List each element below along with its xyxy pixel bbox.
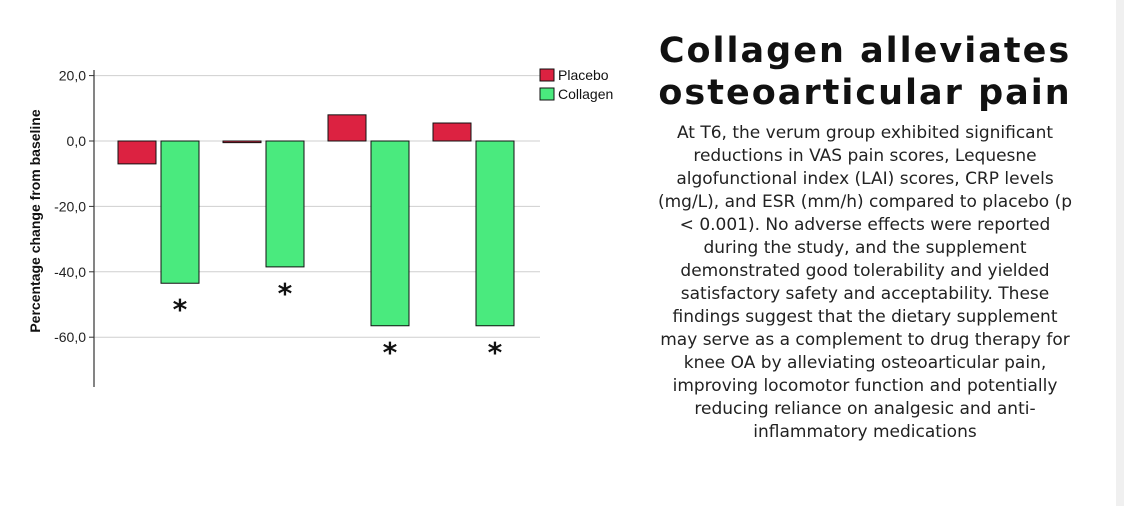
bar-placebo [222, 140, 262, 144]
legend-swatch [539, 68, 555, 82]
y-tick-label: 0,0 [67, 133, 87, 149]
legend-label: Collagen [558, 86, 613, 102]
significance-star: * [383, 336, 398, 369]
bar-placebo [432, 122, 472, 142]
bar-placebo [327, 114, 367, 142]
significance-star: * [488, 336, 503, 369]
panel-body: At T6, the verum group exhibited signifi… [657, 123, 1073, 442]
bar-collagen [265, 140, 305, 268]
y-tick-label: -60,0 [54, 329, 86, 345]
chart-svg: 20,0 0,0 -20,0 -40,0 -60,0 Percentage change … [27, 67, 613, 387]
bar-collagen [475, 140, 515, 327]
bar-collagen [370, 140, 410, 327]
panel-title: Collagen alleviates osteoarticular pain [658, 31, 1072, 113]
legend-label: Placebo [558, 67, 609, 83]
bar-chart: 20,0 0,0 -20,0 -40,0 -60,0 Percentage change … [27, 67, 613, 387]
y-axis-label: Percentage change from baseline [27, 109, 43, 333]
y-tick-label: 20,0 [59, 68, 86, 84]
y-tick-label: -20,0 [54, 198, 86, 214]
significance-star: * [278, 277, 293, 310]
legend-swatch [539, 87, 555, 101]
significance-star: * [173, 293, 188, 326]
y-tick-label: -40,0 [54, 264, 86, 280]
bar-placebo [117, 140, 157, 165]
scrollbar-track[interactable] [1116, 0, 1124, 506]
summary-panel: Collagen alleviates osteoarticular pain … [652, 30, 1078, 444]
bar-collagen [160, 140, 200, 284]
